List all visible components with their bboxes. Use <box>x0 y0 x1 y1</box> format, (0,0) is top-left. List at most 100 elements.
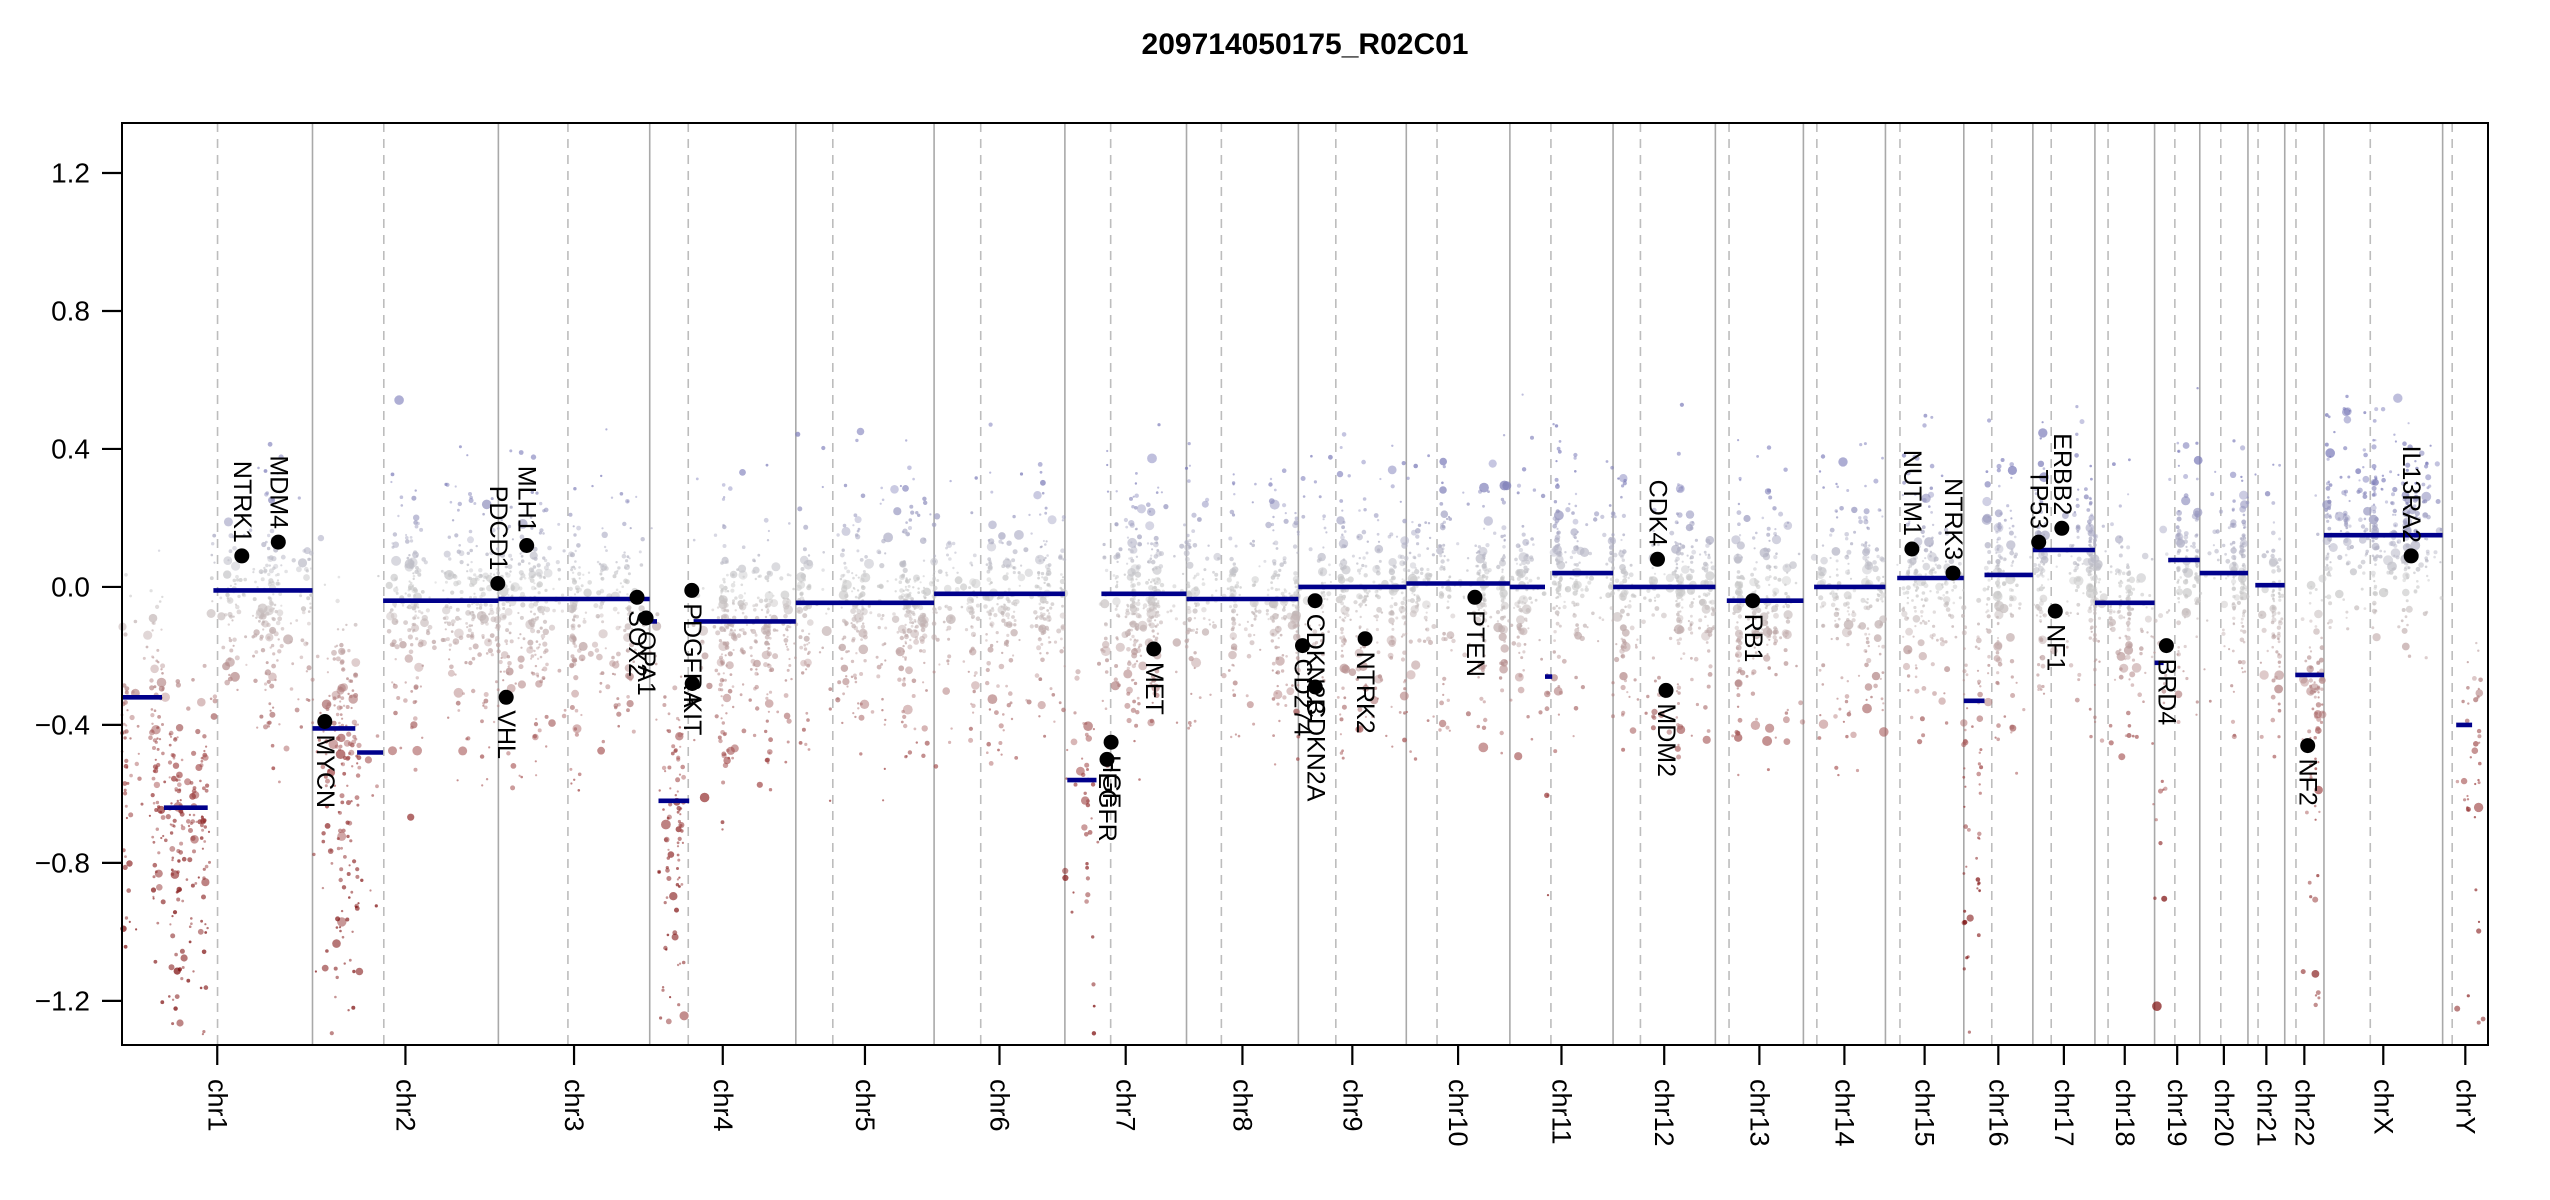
probe-point <box>1062 867 1069 875</box>
probe-point <box>326 671 329 674</box>
probe-point <box>172 824 176 828</box>
probe-point <box>931 581 934 584</box>
probe-point <box>1702 735 1711 744</box>
probe-point <box>626 672 634 681</box>
probe-point <box>169 823 172 826</box>
probe-point <box>449 605 453 610</box>
probe-point <box>496 649 501 654</box>
probe-point <box>911 621 915 625</box>
probe-point <box>149 589 153 593</box>
probe-point <box>1135 660 1139 663</box>
probe-point <box>857 702 860 705</box>
probe-point <box>1041 491 1045 495</box>
probe-point <box>1426 719 1430 722</box>
probe-point <box>335 656 341 662</box>
probe-point <box>920 627 926 633</box>
probe-point <box>627 572 631 576</box>
probe-point <box>1014 756 1019 760</box>
probe-point <box>1553 500 1558 504</box>
probe-point <box>855 438 859 443</box>
probe-point <box>1019 472 1024 476</box>
probe-point <box>922 575 925 578</box>
probe-point <box>535 680 543 688</box>
probe-point <box>1131 600 1136 604</box>
probe-point <box>1284 704 1288 707</box>
probe-point <box>1013 599 1016 602</box>
probe-point <box>1416 542 1420 546</box>
probe-point <box>351 765 354 768</box>
probe-point <box>445 637 450 642</box>
probe-point <box>466 626 469 629</box>
probe-point <box>1387 465 1397 475</box>
probe-point <box>123 736 127 740</box>
probe-point <box>1285 683 1288 687</box>
probe-point <box>742 575 745 578</box>
probe-point <box>1628 572 1634 578</box>
probe-point <box>228 636 231 640</box>
probe-point <box>1011 558 1016 563</box>
probe-point <box>465 737 469 741</box>
probe-point <box>180 824 184 827</box>
probe-point <box>1172 638 1182 647</box>
probe-point <box>1155 491 1159 494</box>
probe-point <box>881 643 885 647</box>
probe-point <box>1731 734 1735 738</box>
probe-point <box>624 564 630 570</box>
probe-point <box>1250 624 1254 627</box>
probe-point <box>570 605 574 609</box>
probe-point <box>766 651 772 657</box>
probe-point <box>400 504 404 507</box>
probe-point <box>339 929 342 933</box>
probe-point <box>1175 670 1178 674</box>
probe-point <box>1425 628 1428 631</box>
probe-point <box>1268 498 1275 504</box>
probe-point <box>988 561 992 565</box>
probe-point <box>412 622 417 627</box>
probe-point <box>1362 556 1366 560</box>
probe-point <box>454 485 457 488</box>
probe-point <box>1559 579 1562 583</box>
probe-point <box>925 689 928 692</box>
probe-point <box>1230 593 1234 597</box>
probe-point <box>1138 778 1141 781</box>
probe-point <box>557 668 562 673</box>
probe-point <box>1571 549 1577 555</box>
probe-point <box>1151 629 1155 633</box>
probe-point <box>1074 675 1080 681</box>
probe-point <box>568 586 573 592</box>
probe-point <box>970 646 975 651</box>
probe-point <box>1322 678 1326 683</box>
probe-point <box>1265 521 1272 529</box>
probe-point <box>772 628 777 632</box>
probe-point <box>690 633 693 637</box>
probe-point <box>599 681 603 685</box>
probe-point <box>1210 594 1214 597</box>
probe-point <box>1134 662 1137 665</box>
probe-point <box>1476 564 1480 568</box>
probe-point <box>533 582 536 585</box>
probe-point <box>284 569 288 574</box>
probe-point <box>1375 564 1380 570</box>
probe-point <box>1359 646 1362 649</box>
probe-point <box>1574 504 1578 508</box>
probe-point <box>1690 601 1694 605</box>
probe-point <box>334 744 339 749</box>
probe-point <box>407 628 412 633</box>
probe-point <box>1181 572 1185 576</box>
probe-point <box>1358 509 1361 512</box>
probe-point <box>782 597 785 600</box>
probe-point <box>157 661 160 664</box>
probe-point <box>1038 559 1042 563</box>
probe-point <box>1415 594 1420 598</box>
probe-point <box>740 583 744 587</box>
probe-point <box>1212 621 1215 624</box>
probe-point <box>407 604 412 610</box>
probe-point <box>626 695 630 699</box>
probe-point <box>203 840 207 843</box>
probe-point <box>754 633 758 637</box>
probe-point <box>1600 514 1605 520</box>
probe-point <box>1626 612 1630 617</box>
probe-point <box>375 784 379 789</box>
probe-point <box>517 611 520 615</box>
probe-point <box>519 552 522 555</box>
